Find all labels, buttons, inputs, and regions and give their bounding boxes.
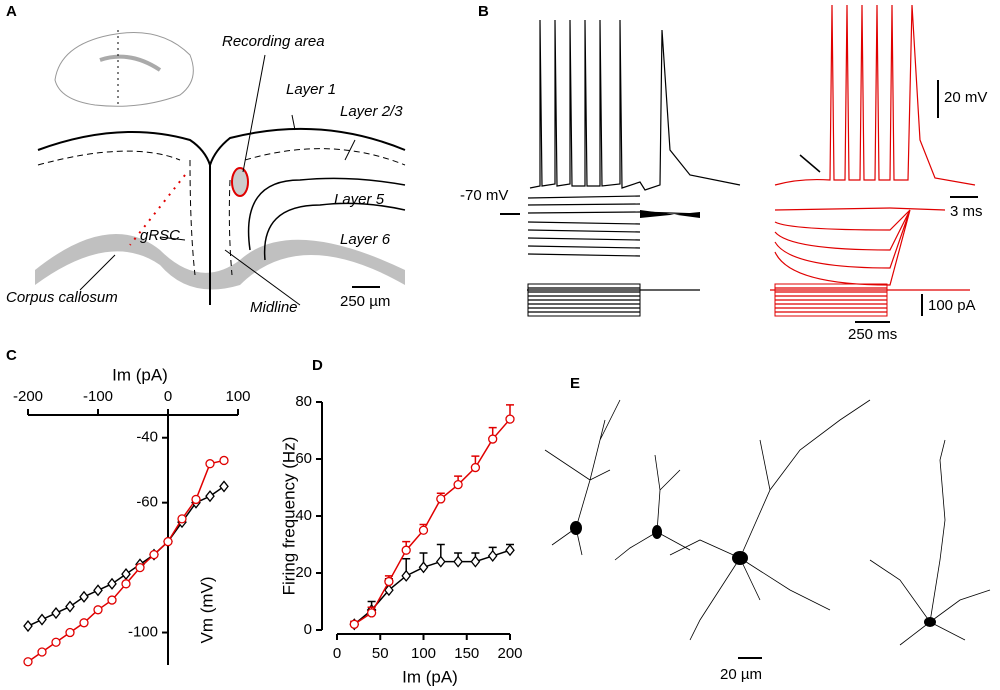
y-axis-label: Vm (mV)	[197, 576, 216, 643]
marker	[177, 514, 187, 524]
marker	[436, 494, 446, 504]
x-tick-label: -100	[83, 388, 113, 405]
marker	[23, 657, 33, 667]
marker	[51, 607, 61, 620]
marker	[37, 647, 47, 657]
series-line	[27, 459, 225, 663]
marker	[219, 480, 229, 493]
x-tick-label: 50	[372, 645, 389, 662]
marker	[135, 562, 145, 573]
y-tick-label: -100	[128, 624, 158, 641]
label: Corpus callosum	[6, 289, 118, 306]
marker	[219, 455, 229, 466]
x-axis-label: Im (pA)	[112, 365, 168, 384]
marker	[51, 637, 61, 647]
marker	[366, 608, 377, 618]
marker	[453, 555, 463, 568]
marker	[37, 613, 47, 626]
x-tick-label: 100	[225, 388, 250, 405]
marker	[121, 568, 131, 581]
marker	[23, 619, 33, 633]
label: Layer 1	[286, 81, 336, 98]
y-tick-label: -40	[136, 429, 158, 446]
neurons	[544, 399, 991, 659]
label: Layer 2/3	[340, 103, 403, 120]
marker	[435, 555, 446, 568]
scale-label: 250 µm	[340, 293, 390, 310]
y-tick-label: 40	[295, 507, 312, 524]
scale-label: 100 pA	[928, 297, 976, 314]
marker	[505, 414, 515, 424]
marker	[93, 605, 103, 615]
marker	[470, 555, 481, 568]
y-tick-label: -60	[136, 494, 158, 511]
marker	[488, 434, 498, 444]
marker	[107, 577, 117, 590]
x-tick-label: 150	[454, 645, 479, 662]
scale-label: 20 mV	[944, 89, 987, 106]
marker	[418, 561, 429, 574]
panel-label: B	[478, 3, 489, 20]
marker	[384, 576, 394, 587]
marker	[79, 618, 89, 628]
y-tick-label: 20	[295, 564, 312, 581]
marker	[384, 584, 394, 597]
x-tick-label: 0	[164, 388, 172, 405]
marker	[205, 490, 215, 503]
marker	[418, 525, 429, 535]
label: Layer 6	[340, 231, 391, 248]
series-line	[353, 549, 511, 625]
series-line	[353, 418, 511, 625]
marker	[349, 619, 359, 629]
marker	[191, 494, 201, 505]
marker	[205, 459, 215, 469]
marker	[163, 536, 173, 547]
y-tick-label: 60	[295, 450, 312, 467]
marker	[470, 462, 481, 473]
marker	[505, 544, 515, 557]
x-tick-label: 0	[333, 645, 341, 662]
marker	[65, 627, 75, 638]
marker	[401, 545, 411, 555]
recordings	[500, 4, 978, 323]
scale-label: 3 ms	[950, 203, 983, 220]
x-tick-label: -200	[13, 388, 43, 405]
y-axis-label: Firing frequency (Hz)	[279, 437, 298, 596]
label: -70 mV	[460, 187, 508, 204]
marker	[453, 479, 463, 490]
x-tick-label: 200	[497, 645, 522, 662]
panel-label: E	[570, 375, 580, 392]
scale-label: 20 µm	[720, 666, 762, 683]
marker	[401, 569, 412, 582]
marker	[121, 579, 131, 589]
panel-label: A	[6, 3, 17, 20]
marker	[65, 600, 75, 613]
marker	[93, 584, 103, 597]
y-tick-label: 80	[295, 393, 312, 410]
marker	[79, 590, 89, 603]
panel-label: C	[6, 347, 17, 364]
x-tick-label: 100	[411, 645, 436, 662]
label: Layer 5	[334, 191, 385, 208]
marker	[107, 595, 117, 605]
brain-diagram	[35, 30, 406, 306]
label: Recording area	[222, 33, 325, 50]
marker	[149, 549, 159, 560]
panel-label: D	[312, 357, 323, 374]
scale-label: 250 ms	[848, 326, 897, 343]
label: gRSC	[140, 227, 180, 244]
marker	[487, 549, 498, 562]
series-line	[27, 485, 225, 627]
label: Midline	[250, 299, 298, 316]
y-tick-label: 0	[304, 621, 312, 638]
x-axis-label: Im (pA)	[402, 667, 458, 686]
